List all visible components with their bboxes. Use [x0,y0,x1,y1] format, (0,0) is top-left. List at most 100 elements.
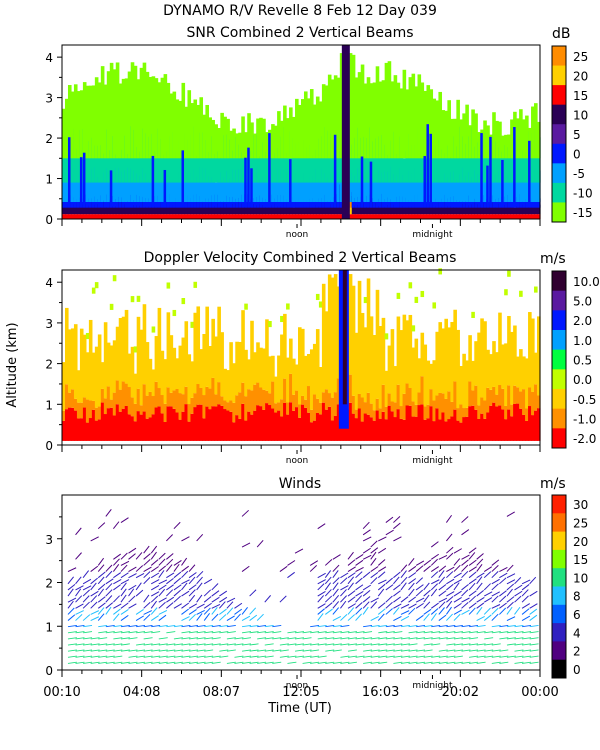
heatmap-cell [160,170,165,203]
heatmap-cell [378,326,383,409]
noon-marker: noon [286,681,308,691]
wind-barb [506,583,515,591]
heatmap-cell [390,81,395,159]
wind-barb [317,590,326,597]
wind-barb [105,661,115,664]
heatmap-cell [321,168,326,203]
colorbar-swatch [552,389,566,410]
wind-barb [332,577,340,585]
wind-barb [461,624,471,628]
heatmap-cell [238,144,242,183]
wind-barb [377,559,386,566]
wind-barb [438,661,448,664]
wind-barb [249,624,259,628]
wind-barb [446,566,455,572]
heatmap-cell [274,182,278,203]
heatmap-cell [229,130,233,159]
heatmap-cell [372,178,377,203]
heatmap-cell [405,207,410,215]
wind-barb [204,643,214,646]
wind-barb [347,643,357,646]
wind-barb [506,511,515,517]
heatmap-cell [64,409,69,441]
wind-barb [378,579,387,585]
heatmap-cell [85,174,90,203]
heatmap-cell [265,199,269,208]
wind-barb [400,649,410,652]
wind-barb [393,576,400,585]
heatmap-cell [145,395,150,419]
heatmap-cell [522,204,526,215]
heatmap-cell [109,345,114,400]
heatmap-cell [480,204,484,215]
wind-barb [204,631,214,634]
heatmap-cell [277,214,281,219]
heatmap-cell [510,416,514,441]
wind-barb [385,624,395,628]
heatmap-cell [100,402,105,441]
x-axis-label: Time (UT) [267,701,332,716]
wind-barb [83,624,93,628]
heatmap-cell [411,214,416,219]
wind-barb [347,603,356,609]
heatmap-cell [450,214,454,219]
colorbar-label: 0 [573,663,581,677]
wind-barb [241,661,252,664]
wind-barb [400,596,409,603]
wind-barb [491,595,499,603]
wind-barb [393,655,403,658]
y-tick-label: 0 [45,213,53,227]
heatmap-cell [429,204,434,215]
wind-barb [325,631,335,634]
heatmap-cell [381,202,386,215]
wind-barb [453,582,460,591]
wind-barb [75,576,82,585]
wind-barb [529,624,539,628]
wind-barb [400,643,410,646]
heatmap-cell [73,197,78,208]
heatmap-cell [244,214,248,219]
heatmap-cell [112,340,117,393]
wind-barb [332,582,339,591]
heatmap-cell [262,142,266,183]
wind-barb [506,643,516,646]
heatmap-cell [420,376,425,405]
heatmap-cell [522,200,526,208]
wind-barb [120,643,130,646]
wind-barb [151,655,161,658]
heatmap-cell [202,201,206,208]
heatmap-speck [85,332,90,340]
wind-barb [423,643,433,646]
wind-barb [105,655,115,658]
heatmap-cell [175,99,180,159]
wind-barb [188,661,199,664]
wind-barb [219,649,229,652]
heatmap-cell [525,199,529,208]
heatmap-cell [205,406,209,441]
heatmap-cell [330,173,335,203]
wind-barb [113,613,120,621]
heatmap-cell [387,393,392,406]
heatmap-cell [157,406,162,441]
wind-barb [151,661,161,664]
heatmap-cell [312,176,317,203]
heatmap-cell [468,381,472,407]
wind-barb [506,588,513,597]
heatmap-cell [492,112,496,159]
heatmap-cell [208,152,212,183]
wind-barb [188,589,196,597]
heatmap-cell [121,408,126,441]
wind-barb [75,631,85,634]
heatmap-cell [426,404,431,419]
wind-barb [173,624,183,628]
wind-barb [204,649,214,652]
heatmap-cell [474,198,478,208]
heatmap-cell [295,143,299,183]
heatmap-cell [516,118,520,159]
heatmap-cell [324,311,329,390]
heatmap-cell [309,176,314,203]
colorbar-swatch [552,604,566,624]
wind-barb [264,649,274,652]
heatmap-cell [315,398,320,413]
heatmap-cell [142,304,147,385]
